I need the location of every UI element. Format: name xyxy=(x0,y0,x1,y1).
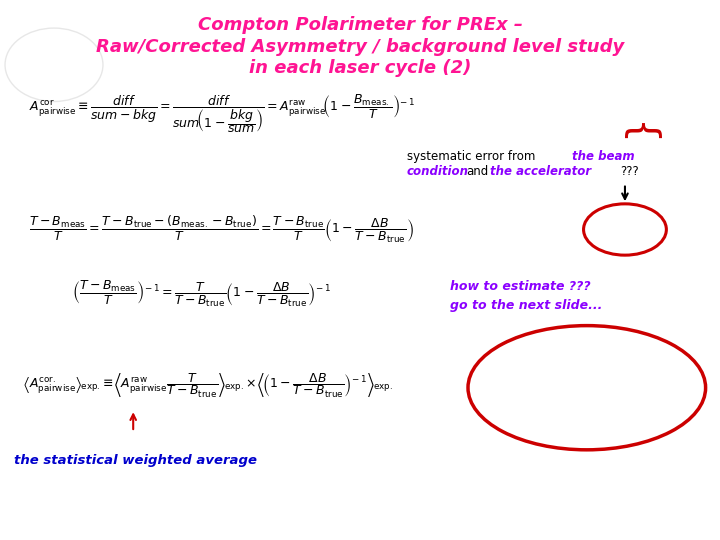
Text: $\dfrac{T - B_{\mathrm{meas}}}{T} = \dfrac{T - B_{\mathrm{true}} - \left(B_{\mat: $\dfrac{T - B_{\mathrm{meas}}}{T} = \dfr… xyxy=(29,214,414,245)
Text: $\}$: $\}$ xyxy=(624,122,665,143)
Text: Raw/Corrected Asymmetry / background level study: Raw/Corrected Asymmetry / background lev… xyxy=(96,38,624,56)
Text: $\left(\dfrac{T - B_{\mathrm{meas}}}{T}\right)^{\!-1} = \dfrac{T}{T-B_{\mathrm{t: $\left(\dfrac{T - B_{\mathrm{meas}}}{T}\… xyxy=(72,279,331,309)
Text: the accelerator: the accelerator xyxy=(490,165,590,178)
Text: Compton Polarimeter for PREx –: Compton Polarimeter for PREx – xyxy=(197,16,523,34)
Text: in each laser cycle (2): in each laser cycle (2) xyxy=(249,59,471,77)
Text: systematic error from: systematic error from xyxy=(407,150,539,163)
Text: ???: ??? xyxy=(621,165,639,178)
Text: and: and xyxy=(467,165,489,178)
Text: condition: condition xyxy=(407,165,469,178)
Text: how to estimate ???: how to estimate ??? xyxy=(450,280,590,293)
Text: the statistical weighted average: the statistical weighted average xyxy=(14,454,258,467)
Text: $A^{\mathrm{cor}}_{\mathrm{pairwise}} \equiv \dfrac{\mathit{diff}}{\mathit{sum}-: $A^{\mathrm{cor}}_{\mathrm{pairwise}} \e… xyxy=(29,92,415,135)
Text: go to the next slide...: go to the next slide... xyxy=(450,299,603,312)
Text: $\left\langle A^{\mathrm{cor.}}_{\mathrm{pairwise}}\right\rangle_{\!\mathrm{exp.: $\left\langle A^{\mathrm{cor.}}_{\mathrm… xyxy=(22,372,392,400)
Text: the beam: the beam xyxy=(572,150,635,163)
